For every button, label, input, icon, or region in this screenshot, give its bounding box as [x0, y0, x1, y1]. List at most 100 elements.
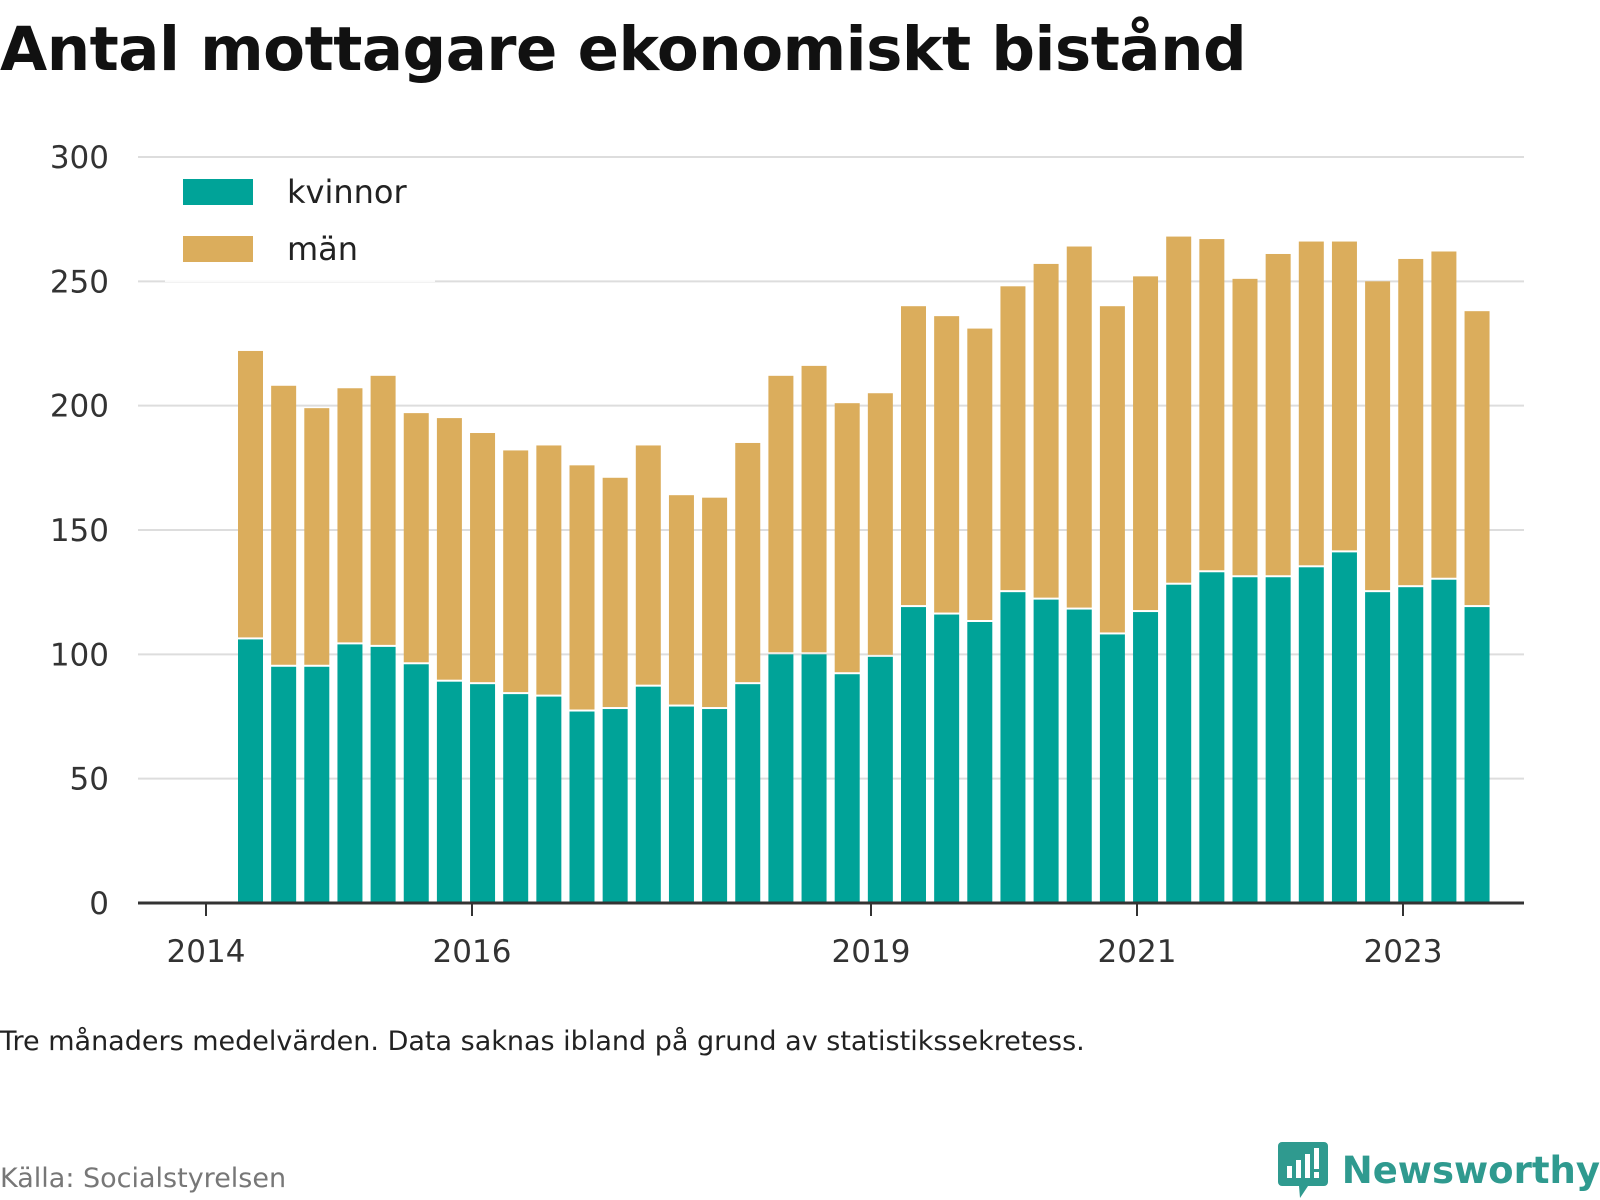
bar-kvinnor: [834, 674, 860, 903]
brand: Newsworthy: [1277, 1142, 1600, 1198]
bar-kvinnor: [536, 696, 562, 903]
bar-man: [337, 388, 363, 643]
bar-kvinnor: [1000, 592, 1026, 903]
bar-kvinnor: [1099, 634, 1125, 903]
y-tick-label: 150: [50, 513, 109, 549]
y-tick-label: 300: [50, 140, 109, 176]
bar-kvinnor: [702, 709, 728, 903]
x-tick-label: 2016: [433, 934, 512, 970]
y-tick-label: 50: [70, 762, 109, 798]
bar-kvinnor: [238, 639, 263, 903]
legend-swatch: [183, 236, 253, 262]
bar-kvinnor: [1166, 584, 1192, 903]
bar-man: [403, 413, 429, 663]
bar-kvinnor: [337, 644, 363, 903]
x-tick-label: 2021: [1098, 934, 1177, 970]
bar-man: [1033, 263, 1059, 598]
chart-title: Antal mottagare ekonomiskt bistånd: [0, 14, 1247, 85]
y-tick-label: 200: [50, 389, 109, 425]
bar-man: [801, 365, 827, 653]
y-tick-label: 100: [50, 637, 109, 673]
bar-kvinnor: [403, 664, 429, 903]
bar-kvinnor: [1199, 572, 1225, 903]
bar-man: [1431, 251, 1457, 578]
bar-kvinnor: [1464, 607, 1490, 903]
bar-man: [304, 408, 330, 665]
bar-man: [1298, 241, 1324, 566]
bar-kvinnor: [569, 711, 595, 903]
bar-man: [470, 433, 496, 683]
bar-kvinnor: [867, 656, 893, 903]
bar-man: [834, 403, 860, 673]
brand-name: Newsworthy: [1341, 1148, 1600, 1192]
bar-man: [735, 442, 761, 683]
bars: [238, 236, 1490, 903]
legend-swatch: [183, 179, 253, 205]
axes: 2014 2016 2019 2021 2023: [138, 901, 1524, 970]
bar-man: [1199, 239, 1225, 571]
y-tick-label: 0: [89, 886, 109, 922]
bar-man: [901, 306, 926, 606]
bar-man: [569, 465, 595, 710]
bar-man: [934, 316, 960, 613]
bar-kvinnor: [1398, 587, 1424, 903]
bar-man: [1099, 306, 1125, 633]
bar-man: [768, 375, 794, 653]
bar-kvinnor: [901, 607, 926, 903]
bar-man: [271, 385, 297, 665]
bar-man: [1232, 278, 1258, 576]
bar-man: [1365, 281, 1391, 591]
x-tick-label: 2019: [832, 934, 911, 970]
chart-note: Tre månaders medelvärden. Data saknas ib…: [0, 1026, 1085, 1057]
bar-kvinnor: [271, 666, 297, 903]
legend-label: män: [287, 230, 358, 268]
bar-kvinnor: [934, 614, 960, 903]
bar-kvinnor: [304, 666, 330, 903]
bar-kvinnor: [1066, 609, 1092, 903]
bar-man: [1133, 276, 1159, 611]
source-credit: Källa: Socialstyrelsen: [0, 1163, 287, 1194]
bar-kvinnor: [768, 654, 794, 903]
bar-kvinnor: [1365, 592, 1391, 903]
bar-man: [1331, 241, 1357, 551]
bar-kvinnor: [801, 654, 827, 903]
bar-man: [635, 445, 661, 685]
bar-man: [1464, 311, 1490, 606]
bar-kvinnor: [1133, 612, 1159, 903]
bar-kvinnor: [1265, 577, 1291, 903]
bar-kvinnor: [602, 709, 628, 903]
bar-man: [967, 328, 993, 621]
bar-kvinnor: [1298, 567, 1324, 903]
bar-man: [370, 375, 396, 645]
bar-man: [238, 350, 263, 638]
bar-kvinnor: [635, 686, 661, 903]
bar-man: [436, 418, 462, 680]
bar-man: [503, 450, 529, 693]
bar-man: [867, 393, 893, 655]
bar-man: [1000, 286, 1026, 591]
bar-kvinnor: [1331, 552, 1357, 903]
x-tick-label: 2023: [1364, 934, 1443, 970]
bar-kvinnor: [436, 681, 462, 903]
gridlines: 0 50 100 150 200 250 300: [50, 140, 1524, 922]
bar-kvinnor: [470, 684, 496, 903]
bar-kvinnor: [735, 684, 761, 903]
y-tick-label: 250: [50, 264, 109, 300]
bar-kvinnor: [1232, 577, 1258, 903]
bar-kvinnor: [503, 694, 529, 903]
bar-man: [1398, 258, 1424, 586]
newsworthy-logo-icon: [1277, 1142, 1328, 1198]
bar-man: [1265, 253, 1291, 576]
bar-kvinnor: [1431, 579, 1457, 903]
bar-man: [536, 445, 562, 695]
bar-man: [1066, 246, 1092, 608]
x-tick-label: 2014: [167, 934, 246, 970]
legend: kvinnor män: [165, 160, 435, 282]
bar-man: [668, 495, 694, 705]
bar-man: [702, 497, 728, 708]
bar-man: [602, 477, 628, 708]
bar-kvinnor: [668, 706, 694, 903]
legend-label: kvinnor: [287, 173, 408, 211]
bar-kvinnor: [1033, 599, 1059, 903]
